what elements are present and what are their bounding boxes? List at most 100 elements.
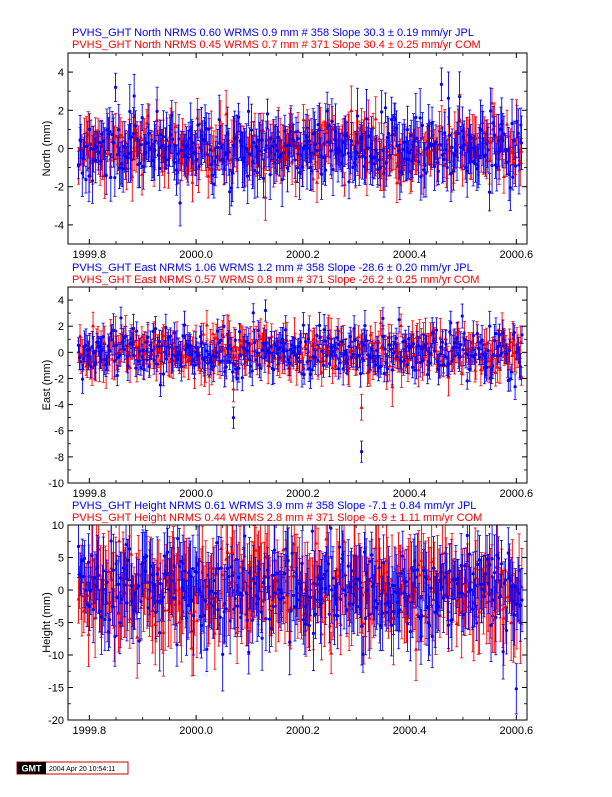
- data-point: [162, 372, 165, 375]
- data-point: [175, 169, 178, 172]
- data-point: [123, 348, 126, 351]
- data-point: [212, 182, 215, 185]
- y-tick-label: -2: [54, 182, 64, 194]
- data-point: [142, 368, 145, 371]
- data-point: [119, 316, 122, 319]
- title-jpl: PVHS_GHT North NRMS 0.60 WRMS 0.9 mm # 3…: [72, 27, 474, 39]
- data-point: [155, 110, 158, 113]
- data-point: [293, 158, 296, 161]
- data-point: [158, 167, 161, 170]
- data-point: [209, 339, 213, 343]
- data-point: [159, 383, 162, 386]
- y-tick-label: -4: [54, 220, 64, 232]
- x-tick-label: 2000.2: [286, 249, 320, 261]
- data-point: [296, 166, 299, 169]
- data-point: [267, 147, 270, 150]
- data-point: [253, 169, 256, 172]
- data-point: [173, 161, 176, 164]
- data-point: [269, 173, 272, 176]
- data-point: [134, 367, 137, 370]
- data-point: [183, 323, 186, 326]
- title-com: PVHS_GHT North NRMS 0.45 WRMS 0.7 mm # 3…: [72, 39, 481, 51]
- data-point: [421, 124, 424, 127]
- data-point: [361, 155, 364, 158]
- data-point: [315, 180, 319, 184]
- data-point: [505, 122, 509, 126]
- data-point: [235, 136, 238, 139]
- data-point: [295, 367, 299, 371]
- data-point: [152, 330, 155, 333]
- data-point: [154, 140, 157, 143]
- data-point: [169, 134, 172, 137]
- data-point: [458, 95, 461, 98]
- data-point: [308, 140, 311, 143]
- data-point: [442, 158, 445, 161]
- data-point: [345, 134, 348, 137]
- data-point: [385, 161, 388, 164]
- data-point: [379, 321, 383, 325]
- data-point: [278, 155, 281, 158]
- data-point: [356, 114, 359, 117]
- data-point: [225, 365, 228, 368]
- y-axis-label: North (mm): [41, 121, 53, 177]
- data-point: [347, 180, 350, 183]
- data-point: [165, 357, 168, 360]
- data-point: [112, 141, 115, 144]
- data-point: [139, 135, 143, 139]
- data-point: [108, 349, 111, 352]
- data-point: [134, 124, 137, 127]
- data-point: [79, 140, 82, 143]
- data-point: [417, 160, 420, 163]
- data-point: [180, 365, 183, 368]
- data-point: [513, 139, 516, 142]
- data-point: [451, 146, 454, 149]
- data-point: [200, 341, 203, 344]
- data-point: [221, 359, 224, 362]
- x-tick-label: 1999.8: [73, 249, 107, 261]
- data-point: [509, 186, 512, 189]
- data-point: [167, 346, 170, 349]
- data-point: [419, 116, 422, 119]
- north-panel: PVHS_GHT North NRMS 0.60 WRMS 0.9 mm # 3…: [41, 27, 533, 261]
- data-point: [310, 169, 313, 172]
- data-point: [153, 358, 156, 361]
- data-point: [486, 148, 489, 151]
- data-point: [163, 351, 166, 354]
- data-point: [463, 144, 466, 147]
- data-point: [160, 345, 163, 348]
- data-point: [331, 168, 334, 171]
- data-point: [294, 130, 297, 133]
- data-point: [343, 182, 347, 186]
- data-point: [437, 170, 440, 173]
- data-point: [196, 123, 199, 126]
- data-point: [282, 151, 285, 154]
- data-point: [414, 116, 417, 119]
- data-point: [156, 345, 159, 348]
- data-point: [489, 109, 492, 112]
- data-point: [210, 361, 213, 364]
- data-point: [175, 346, 178, 349]
- data-point: [138, 350, 141, 353]
- data-point: [142, 348, 145, 351]
- data-point: [138, 162, 141, 165]
- data-point: [108, 130, 111, 133]
- data-point: [456, 132, 459, 135]
- data-point: [133, 354, 136, 357]
- data-point: [171, 138, 174, 141]
- data-point: [446, 166, 449, 169]
- data-point: [380, 110, 383, 113]
- data-point: [118, 354, 121, 357]
- data-point: [219, 339, 222, 342]
- data-point: [243, 156, 246, 159]
- data-point: [517, 132, 520, 135]
- data-point: [326, 109, 329, 112]
- data-point: [185, 145, 188, 148]
- data-point: [378, 166, 381, 169]
- data-point: [495, 166, 498, 169]
- data-point: [237, 116, 240, 119]
- data-point: [433, 165, 436, 168]
- data-point: [236, 158, 239, 161]
- data-point: [449, 172, 452, 175]
- data-point: [493, 134, 496, 137]
